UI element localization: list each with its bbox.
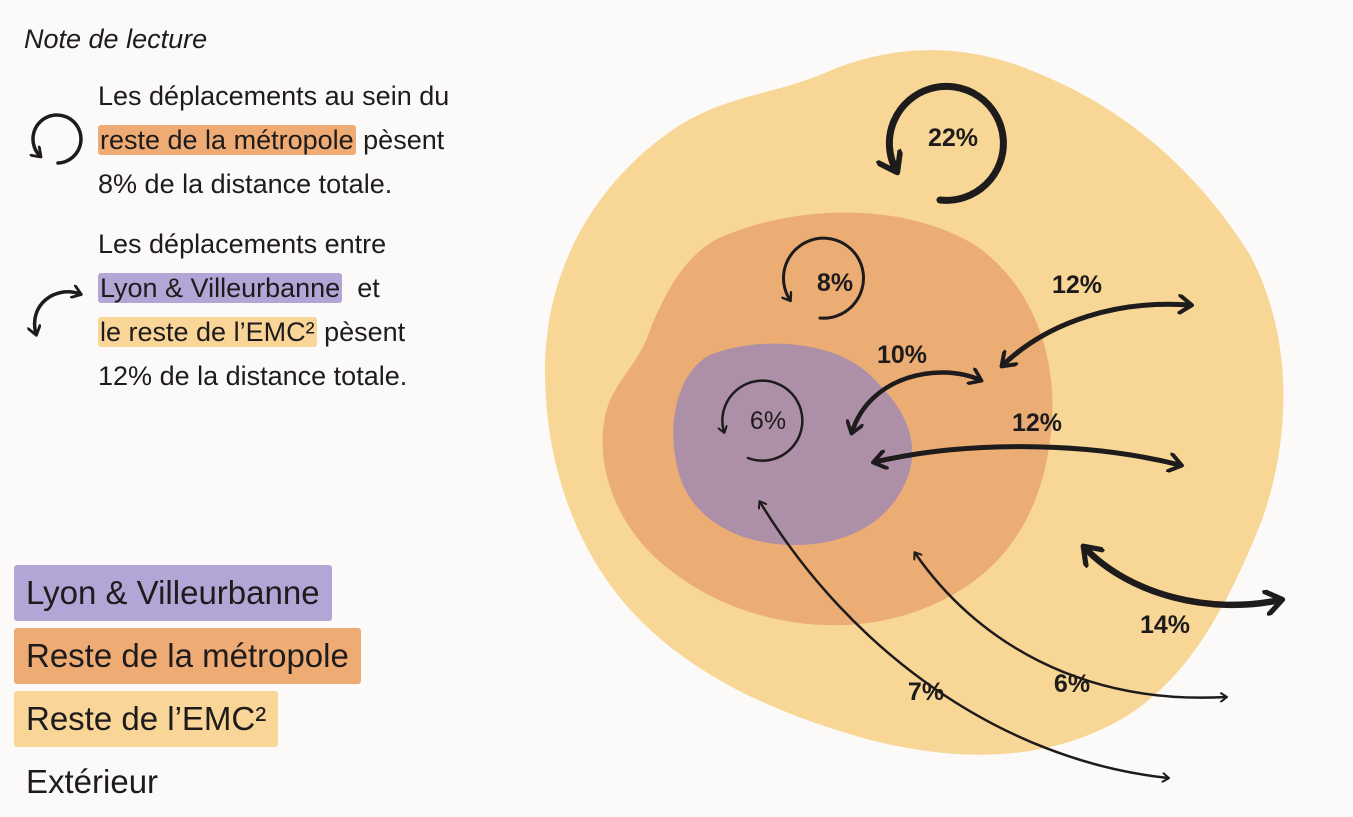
loop-lyon-arrow [722, 379, 804, 462]
note-word: pèsent [324, 317, 406, 347]
note-highlight-lyon: Lyon & Villeurbanne [98, 273, 343, 303]
note-title: Note de lecture [24, 24, 208, 54]
legend-lyon: Lyon & Villeurbanne [14, 565, 332, 621]
note-flow-text: Les déplacements entre Lyon & Villeurban… [98, 222, 407, 398]
loop-arrow-icon [33, 113, 83, 165]
flow-metro-emc-arrow [1003, 304, 1190, 365]
label-metro-emc: 12% [1052, 271, 1102, 299]
legend-exterieur: Extérieur [26, 763, 159, 800]
note-line: Les déplacements entre [98, 229, 387, 259]
note-percent: 8% [98, 169, 138, 199]
note-highlight-emc: le reste de l’EMC² [98, 317, 317, 347]
loop-emc-arrow [889, 82, 1007, 204]
label-emc-ext: 14% [1140, 611, 1190, 639]
bidirectional-arrow-icon [35, 292, 80, 334]
note-word: de la distance totale. [144, 169, 393, 199]
flow-lyon-metro-arrow [852, 372, 980, 432]
legend-emc: Reste de l’EMC² [14, 691, 279, 747]
note-loop-text: Les déplacements au sein du reste de la … [98, 74, 449, 206]
legend-metropole: Reste de la métropole [14, 628, 361, 684]
label-emc-internal: 22% [928, 124, 978, 152]
label-metro-ext: 6% [1054, 670, 1090, 698]
flow-lyon-emc-arrow [875, 444, 1180, 465]
label-metro-internal: 8% [817, 269, 853, 297]
loop-metro-arrow [784, 236, 865, 320]
flow-lyon-ext-arrow [760, 502, 1168, 778]
label-lyon-emc: 12% [1012, 409, 1062, 437]
note-line: Les déplacements au sein du [98, 81, 450, 111]
label-lyon-metro: 10% [877, 341, 927, 369]
label-lyon-internal: 6% [750, 407, 786, 435]
note-word: de la distance totale. [159, 361, 408, 391]
note-highlight-metropole: reste de la métropole [98, 125, 356, 155]
label-lyon-ext: 7% [908, 678, 944, 706]
note-word: et [357, 273, 380, 303]
note-percent: 12% [98, 361, 153, 391]
note-word: pèsent [363, 125, 445, 155]
